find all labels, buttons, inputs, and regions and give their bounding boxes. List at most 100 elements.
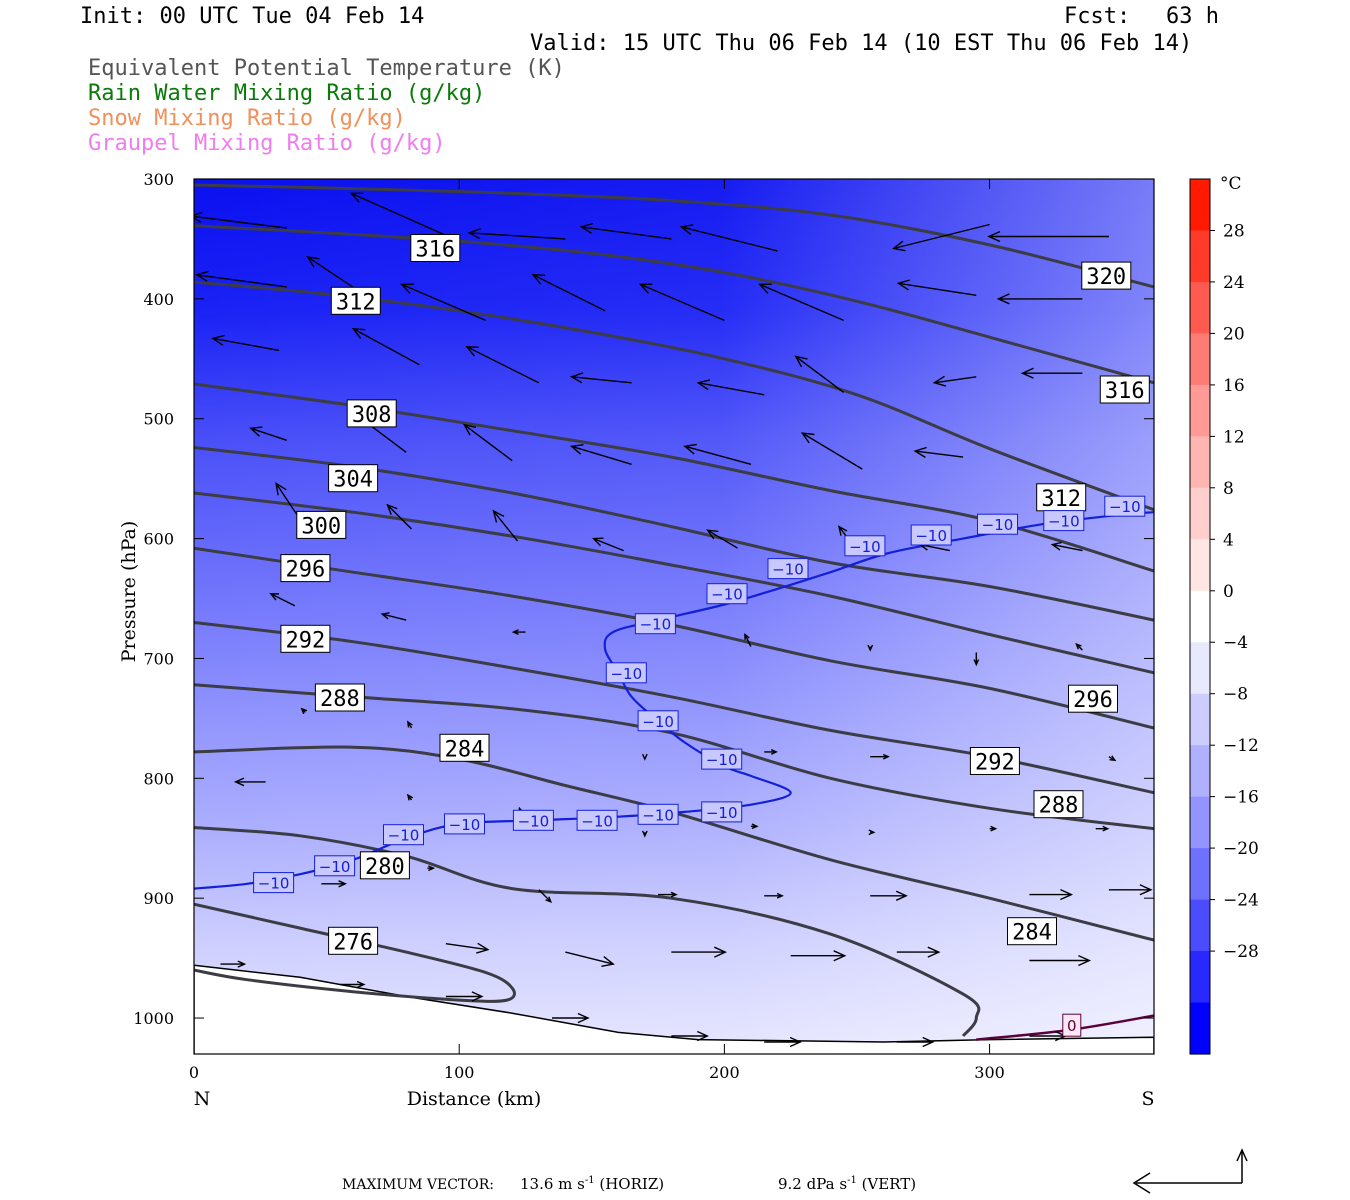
colorbar-swatch — [1190, 590, 1210, 643]
theta-e-label-box — [296, 510, 347, 539]
isotherm-label-box — [512, 809, 554, 831]
forecast-label: Fcst: — [1064, 4, 1131, 29]
colorbar-swatch — [1190, 384, 1210, 437]
isotherm-label-box — [767, 558, 809, 580]
theta-e-label-box — [1068, 684, 1118, 713]
wind-vector — [195, 270, 287, 288]
wind-vector — [427, 865, 436, 872]
wind-vector — [511, 629, 526, 635]
wind-vector — [321, 880, 348, 888]
wind-vector — [275, 481, 301, 520]
isotherm-label: −10 — [518, 812, 550, 830]
colorbar-label: −12 — [1223, 736, 1259, 756]
colorbar-label: −16 — [1223, 788, 1259, 808]
isotherm-label-box — [844, 535, 886, 557]
wind-vector — [592, 537, 624, 552]
wind-vector — [896, 279, 977, 296]
isotherm-label: −10 — [642, 713, 674, 731]
colorbar-swatch — [1190, 436, 1210, 489]
wind-vector — [638, 283, 725, 322]
y-tick-label: 500 — [143, 410, 174, 429]
wind-vector — [658, 891, 678, 898]
colorbar-label: 8 — [1223, 479, 1234, 499]
isotherm-label: −10 — [388, 827, 420, 845]
colorbar-label: 12 — [1223, 427, 1245, 447]
colorbar-label: −24 — [1223, 891, 1259, 911]
wind-vector — [868, 829, 876, 836]
forecast-hour: 63 h — [1166, 4, 1219, 29]
wind-vector — [913, 446, 964, 458]
theta-e-label-box — [328, 926, 379, 955]
wind-vector — [445, 942, 490, 954]
wind-vector — [867, 644, 874, 652]
wind-vector — [462, 423, 513, 462]
wind-vector — [552, 1012, 590, 1024]
wind-vector — [1095, 825, 1110, 832]
isotherm-minus10-line — [194, 511, 1154, 890]
legend-theta-e: Equivalent Potential Temperature (K) — [88, 56, 565, 81]
wind-vector — [932, 375, 977, 387]
valid-time: Valid: 15 UTC Thu 06 Feb 14 (10 EST Thu … — [530, 31, 1193, 56]
colorbar-swatch — [1190, 539, 1210, 592]
vert-exponent: -1 — [847, 1175, 857, 1186]
theta-e-contour-280 — [194, 826, 981, 1037]
theta-e-label-box — [330, 286, 381, 315]
isotherm-label-box — [1104, 495, 1146, 517]
theta-e-contour-300 — [194, 491, 1154, 675]
max-vector-label: MAXIMUM VECTOR: — [342, 1177, 494, 1193]
theta-e-label: 304 — [333, 468, 373, 493]
wind-vector — [870, 753, 890, 760]
isotherm-label: −10 — [581, 812, 613, 830]
colorbar-label: −4 — [1223, 633, 1248, 653]
theta-e-label: 288 — [1039, 794, 1079, 819]
wind-vector — [1029, 954, 1092, 967]
wind-vector — [896, 946, 941, 958]
horiz-value: 13.6 m s — [520, 1175, 585, 1193]
isotherm-label-box — [637, 803, 679, 825]
wind-vector — [1029, 888, 1074, 901]
x-tick-label: 200 — [709, 1063, 740, 1082]
wind-vector — [758, 283, 844, 322]
theta-e-label: 316 — [1105, 379, 1145, 404]
wind-vector — [671, 1030, 709, 1042]
isotherm-label-box — [444, 813, 485, 835]
colorbar-label: 24 — [1223, 273, 1245, 293]
isotherm-label-box — [605, 662, 647, 684]
wind-vector — [579, 222, 672, 240]
wind-vector — [1050, 541, 1083, 552]
theta-e-label: 296 — [286, 558, 326, 583]
colorbar-label: −8 — [1223, 685, 1248, 705]
colorbar-swatch — [1190, 745, 1210, 798]
isotherm-label-box — [977, 513, 1018, 535]
zero-isotherm-label-box — [1062, 1013, 1082, 1037]
plot-frame — [193, 178, 1155, 1055]
reference-vertical-arrowhead — [1236, 1148, 1248, 1162]
wind-vector — [465, 346, 540, 384]
wind-vector — [400, 283, 486, 322]
north-label: N — [194, 1088, 211, 1110]
wind-vector — [300, 707, 308, 715]
x-axis-label: Distance (km) — [407, 1088, 542, 1110]
theta-e-label: 320 — [1086, 265, 1126, 290]
wind-vector — [1020, 367, 1083, 379]
wind-vector — [1108, 884, 1153, 896]
isotherm-label-box — [637, 710, 679, 732]
colorbar-unit: °C — [1220, 174, 1242, 194]
wind-vector — [211, 334, 280, 352]
colorbar-label: 28 — [1223, 222, 1245, 242]
legend-snow: Snow Mixing Ratio (g/kg) — [88, 106, 406, 131]
colorbar-swatch — [1190, 951, 1210, 1004]
isotherm-label: −10 — [258, 875, 290, 893]
south-label: S — [1141, 1088, 1154, 1110]
isotherm-label: −10 — [915, 527, 947, 545]
wind-vector — [989, 825, 998, 832]
wind-vector — [641, 830, 648, 838]
y-tick-label: 1000 — [133, 1009, 174, 1028]
wind-vector — [696, 379, 765, 396]
theta-e-label-box — [439, 733, 490, 762]
wind-vector — [706, 529, 738, 549]
wind-vector — [569, 444, 632, 465]
theta-e-label: 312 — [1041, 487, 1081, 512]
wind-vector — [406, 793, 414, 801]
y-tick-label: 400 — [143, 290, 174, 309]
